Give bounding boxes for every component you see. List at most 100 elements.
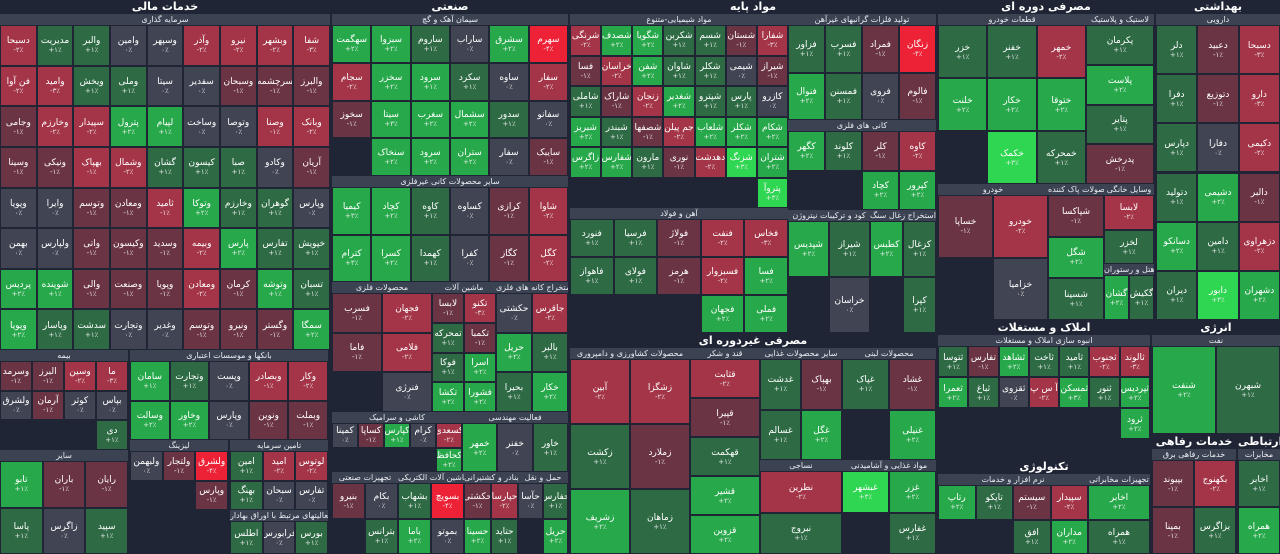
stock-tile[interactable]: شغدیر +۲٪: [663, 86, 695, 117]
stock-tile[interactable]: آبین -۲٪: [570, 359, 630, 424]
stock-tile[interactable]: وپویا +۲٪: [0, 309, 37, 350]
stock-tile[interactable]: باران -۱٪: [42, 461, 86, 508]
stock-tile[interactable]: تکمبا -۱٪: [464, 322, 496, 353]
stock-tile[interactable]: شصفها -۱٪: [632, 116, 664, 147]
stock-tile[interactable]: وتوسم -۱٪: [73, 187, 110, 229]
stock-tile[interactable]: ثشاهد +۲٪: [998, 346, 1029, 377]
stock-tile[interactable]: کساپا -۱٪: [358, 423, 384, 448]
stock-tile[interactable]: وسین -۲٪: [64, 361, 96, 391]
stock-tile[interactable]: شبریز +۲٪: [570, 116, 602, 147]
stock-tile[interactable]: ثعمرا +۲٪: [938, 377, 969, 408]
stock-tile[interactable]: خمهر +۲٪: [462, 423, 498, 472]
stock-tile[interactable]: فمراد -۱٪: [862, 25, 899, 73]
stock-tile[interactable]: بکام ۰٪: [365, 483, 398, 519]
stock-tile[interactable]: زاگرس +۲٪: [570, 147, 602, 178]
stock-tile[interactable]: ومعادن -۲٪: [183, 268, 220, 310]
stock-tile[interactable]: بهنگ +۱٪: [230, 480, 263, 510]
stock-tile[interactable]: سشرق +۲٪: [489, 25, 529, 63]
stock-tile[interactable]: غپاک +۱٪: [842, 359, 889, 410]
stock-tile[interactable]: پارس +۲٪: [220, 228, 257, 269]
stock-tile[interactable]: نیرو -۲٪: [220, 25, 257, 66]
stock-tile[interactable]: زنگان -۴٪: [899, 25, 936, 73]
stock-tile[interactable]: ثامید -۱٪: [146, 187, 184, 229]
stock-tile[interactable]: بنیرو -۱٪: [332, 483, 365, 519]
stock-tile[interactable]: فولاژ -۱٪: [657, 219, 701, 257]
stock-tile[interactable]: بموتو ۰٪: [431, 518, 464, 554]
stock-tile[interactable]: پتایر +۱٪: [1086, 104, 1154, 145]
stock-tile[interactable]: سشمال +۲٪: [450, 100, 490, 139]
stock-tile[interactable]: اخابر +۲٪: [1088, 485, 1150, 520]
stock-tile[interactable]: کگل -۲٪: [528, 234, 568, 282]
stock-tile[interactable]: غزر +۲٪: [889, 471, 936, 513]
stock-tile[interactable]: فروی ۰٪: [862, 72, 899, 120]
stock-tile[interactable]: وبشهر -۲٪: [256, 25, 294, 66]
stock-tile[interactable]: خلنت +۲٪: [938, 78, 988, 131]
stock-tile[interactable]: بکهنوج -۲٪: [1194, 460, 1236, 507]
stock-tile[interactable]: سدشت +۱٪: [73, 309, 110, 350]
stock-tile[interactable]: زکشت +۱٪: [570, 424, 630, 489]
stock-tile[interactable]: آ س پ -۲٪: [1028, 377, 1060, 408]
stock-tile[interactable]: شکام +۲٪: [756, 116, 788, 147]
stock-tile[interactable]: فجهان +۲٪: [700, 295, 745, 333]
stock-tile[interactable]: ولشرق -۴٪: [195, 451, 228, 481]
stock-tile[interactable]: پلاست +۲٪: [1086, 64, 1154, 105]
stock-tile[interactable]: بهمن ۰٪: [0, 228, 37, 269]
stock-tile[interactable]: سرچشمه -۱٪: [256, 65, 294, 107]
stock-tile[interactable]: دی +۱٪: [96, 420, 128, 450]
stock-tile[interactable]: شگل +۲٪: [1048, 236, 1104, 279]
stock-tile[interactable]: ما -۳٪: [96, 361, 128, 391]
stock-tile[interactable]: همراه +۱٪: [1088, 519, 1150, 554]
stock-tile[interactable]: لابسا -۱٪: [432, 293, 464, 323]
stock-tile[interactable]: وکادو ۰٪: [256, 146, 294, 188]
stock-tile[interactable]: دفارا ۰٪: [1197, 123, 1239, 173]
stock-tile[interactable]: بشهاب +۱٪: [398, 483, 431, 519]
stock-tile[interactable]: وصنا -۱٪: [256, 106, 294, 147]
stock-tile[interactable]: قثابت -۲٪: [690, 359, 760, 398]
stock-tile[interactable]: وپارس -۱٪: [195, 480, 228, 510]
stock-tile[interactable]: ستران +۲٪: [450, 138, 490, 176]
stock-tile[interactable]: لپیام +۱٪: [146, 106, 184, 147]
stock-tile[interactable]: فنرژی ۰٪: [382, 372, 432, 412]
stock-tile[interactable]: ثرود +۲٪: [1119, 408, 1150, 439]
stock-tile[interactable]: سفانو ۰٪: [528, 100, 568, 139]
stock-tile[interactable]: کاوه +۱٪: [410, 187, 450, 235]
stock-tile[interactable]: کطبس +۲٪: [870, 221, 903, 277]
stock-tile[interactable]: سخزر +۲٪: [371, 62, 411, 101]
stock-tile[interactable]: غبشهر +۳٪: [842, 471, 889, 513]
stock-tile[interactable]: آرمان -۱٪: [32, 390, 64, 421]
stock-tile[interactable]: شپاکسا -۱٪: [1048, 195, 1104, 237]
stock-tile[interactable]: سامان +۱٪: [130, 361, 170, 401]
stock-tile[interactable]: سدور +۱٪: [489, 100, 529, 139]
stock-tile[interactable]: وجامی -۱٪: [0, 106, 37, 147]
stock-tile[interactable]: وتوشه +۱٪: [256, 268, 294, 310]
stock-tile[interactable]: شوینده +۱٪: [36, 268, 74, 310]
stock-tile[interactable]: شصدف +۲٪: [601, 25, 633, 56]
stock-tile[interactable]: ثمسکن +۳٪: [1059, 377, 1090, 408]
stock-tile[interactable]: همراه +۲٪: [1238, 507, 1280, 554]
stock-tile[interactable]: کپرا +۱٪: [903, 277, 936, 333]
stock-tile[interactable]: ولپارس ۰٪: [36, 228, 74, 269]
stock-tile[interactable]: آریان -۱٪: [293, 146, 330, 188]
stock-tile[interactable]: وبانک -۲٪: [293, 106, 330, 147]
stock-tile[interactable]: حتاید +۱٪: [491, 518, 518, 554]
stock-tile[interactable]: وخارزم +۱٪: [220, 187, 257, 229]
stock-tile[interactable]: قهکمت +۱٪: [690, 437, 760, 476]
stock-tile[interactable]: ثباغ +۱٪: [968, 377, 999, 408]
stock-tile[interactable]: وخارزم -۲٪: [36, 106, 74, 147]
stock-tile[interactable]: شکلر +۲٪: [725, 116, 757, 147]
stock-tile[interactable]: قزوین +۲٪: [690, 515, 760, 554]
stock-tile[interactable]: شکربن +۱٪: [663, 25, 695, 56]
stock-tile[interactable]: گکیش +۱٪: [1129, 275, 1154, 320]
stock-tile[interactable]: زماهان +۱٪: [630, 489, 690, 554]
stock-tile[interactable]: زنجان -۲٪: [632, 86, 664, 117]
stock-tile[interactable]: کیمیا +۳٪: [332, 187, 372, 235]
stock-tile[interactable]: سبحان ۰٪: [262, 480, 296, 510]
stock-tile[interactable]: ثجنوب -۲٪: [1089, 346, 1120, 377]
stock-tile[interactable]: شفارا -۳٪: [756, 25, 788, 56]
stock-tile[interactable]: دالبر -۱٪: [1238, 172, 1280, 222]
stock-tile[interactable]: فنفت -۲٪: [700, 219, 745, 257]
stock-tile[interactable]: ثپردیس +۲٪: [1119, 377, 1150, 408]
stock-tile[interactable]: وساخت ۰٪: [183, 106, 220, 147]
stock-tile[interactable]: سغرب +۲٪: [410, 100, 450, 139]
stock-tile[interactable]: خاور +۱٪: [532, 423, 568, 472]
